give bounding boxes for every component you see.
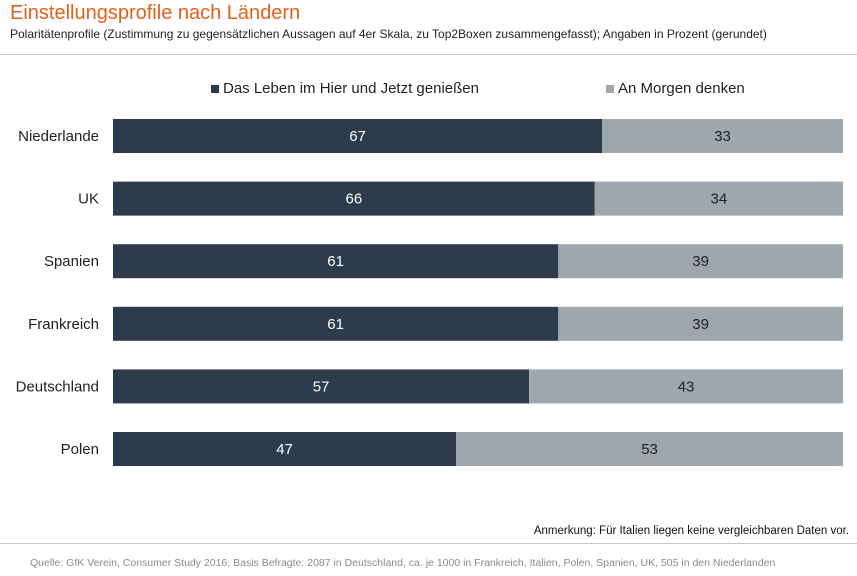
category-label: Niederlande bbox=[18, 128, 99, 145]
category-label: Deutschland bbox=[16, 378, 99, 395]
data-label-series-1: 57 bbox=[313, 378, 330, 395]
data-label-series-2: 33 bbox=[714, 128, 731, 145]
data-label-series-2: 34 bbox=[711, 191, 728, 208]
data-label-series-1: 61 bbox=[327, 316, 344, 333]
chart-title: Einstellungsprofile nach Ländern bbox=[10, 2, 301, 24]
data-label-series-1: 67 bbox=[349, 128, 366, 145]
stacked-bar-chart: Niederlande 67 33 UK 66 34 Spanien 61 39 Frankrei… bbox=[16, 119, 843, 466]
bar-segment-series-2 bbox=[456, 432, 843, 466]
category-label: UK bbox=[78, 191, 99, 208]
chart-subtitle: Polaritätenprofile (Zustimmung zu gegens… bbox=[10, 27, 767, 41]
data-label-series-1: 66 bbox=[346, 191, 363, 208]
category-label: Polen bbox=[61, 441, 99, 458]
bar-segment-series-2 bbox=[529, 369, 843, 404]
legend-swatch-series-1 bbox=[211, 84, 219, 93]
header-divider bbox=[0, 54, 857, 55]
legend-item-series-2: An Morgen denken bbox=[606, 80, 745, 97]
data-label-series-2: 39 bbox=[692, 253, 709, 270]
bar-segment-series-2 bbox=[594, 181, 843, 216]
legend-label-series-2: An Morgen denken bbox=[618, 80, 745, 97]
category-label: Spanien bbox=[44, 253, 99, 270]
footer-divider bbox=[0, 543, 857, 544]
bar-segment-series-1 bbox=[113, 181, 595, 216]
bar-segment-series-2 bbox=[602, 119, 843, 153]
chart-note: Anmerkung: Für Italien liegen keine verg… bbox=[533, 525, 849, 537]
category-label: Frankreich bbox=[28, 316, 99, 333]
bar-segment-series-2 bbox=[558, 244, 843, 279]
data-label-series-2: 39 bbox=[692, 316, 709, 333]
bar-segment-series-1 bbox=[113, 119, 603, 153]
data-label-series-1: 61 bbox=[327, 253, 344, 270]
bar-segment-series-1 bbox=[113, 432, 457, 466]
source-note: Quelle: GfK Verein, Consumer Study 2016;… bbox=[30, 557, 776, 569]
data-label-series-1: 47 bbox=[276, 441, 293, 458]
legend-label-series-1: Das Leben im Hier und Jetzt genießen bbox=[223, 80, 479, 97]
data-label-series-2: 53 bbox=[641, 441, 658, 458]
legend-item-series-1: Das Leben im Hier und Jetzt genießen bbox=[211, 80, 479, 97]
bar-segment-series-1 bbox=[113, 369, 530, 404]
legend-swatch-series-2 bbox=[606, 84, 614, 93]
data-label-series-2: 43 bbox=[678, 378, 695, 395]
bar-segment-series-1 bbox=[113, 244, 559, 279]
bar-segment-series-1 bbox=[113, 306, 559, 341]
bar-segment-series-2 bbox=[558, 306, 843, 341]
